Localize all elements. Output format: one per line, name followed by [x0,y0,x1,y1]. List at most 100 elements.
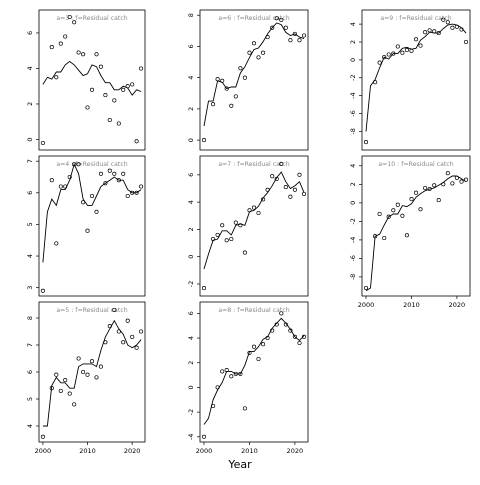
data-point [72,402,77,407]
panel-5: a=7 : f=Residual catch -2 0 2 4 6 [187,155,309,297]
data-point [233,371,238,376]
data-point [251,41,257,46]
data-point [418,207,423,212]
data-point [85,372,90,377]
data-point [98,171,103,176]
panel-2: a=4 : f=Residual catch 3 4 5 6 7 [26,155,146,297]
data-point [201,286,207,291]
panel-title: a=8 : f=Residual catch [218,307,289,314]
data-point [409,197,414,202]
data-point [54,372,59,377]
panel-6: a=6 : f=Residual catch 0 2 4 6 8 [187,9,309,151]
data-point [283,25,288,30]
data-point [112,307,117,312]
panel-title: a=6 : f=Residual catch [218,15,289,22]
y-tick-label: 4 [349,164,357,168]
y-tick-label: 4 [26,66,34,70]
x-tick-label: 2010 [403,301,420,309]
panel-title: a=10 : f=Residual catch [378,161,453,168]
data-point [98,364,103,369]
data-point [454,24,459,29]
x-tick-label: 2020 [124,447,141,455]
y-tick-label: 2 [26,102,34,106]
data-point [270,25,275,30]
y-tick-label: 7 [26,343,34,347]
data-point [418,43,423,48]
data-point [125,84,130,89]
data-point [450,25,455,30]
data-point [400,213,405,218]
y-tick-label: 3 [26,286,34,290]
y-tick-label: 6 [26,370,34,374]
data-point [220,369,225,374]
data-point [400,50,405,55]
fit-line [365,175,467,292]
y-tick-label: 0 [187,255,195,259]
y-tick-label: 6 [187,173,195,177]
data-point [72,20,77,25]
panel-title: a=9 : f=Residual catch [380,15,451,22]
data-point [450,181,455,186]
data-point [274,16,279,21]
data-point [130,334,135,339]
data-point [49,45,54,50]
data-point [89,193,95,199]
y-tick-label: 0 [349,201,357,205]
data-point [116,329,121,334]
data-point [224,86,229,91]
panel-title: a=7 : f=Residual catch [218,161,289,168]
data-point [139,329,144,334]
data-point [94,52,99,57]
data-point [288,328,293,333]
y-tick-label: 8 [187,13,195,17]
y-tick-label: 2 [349,40,357,44]
y-tick-label: -6 [349,110,357,116]
data-point [274,322,279,327]
data-point [395,44,400,49]
y-tick-label: 4 [187,200,195,204]
data-point [301,191,307,196]
data-point [261,342,266,347]
data-point [297,38,302,43]
data-point [134,139,139,144]
data-point [72,162,77,167]
data-point [215,232,220,237]
y-tick-label: 4 [187,336,195,340]
data-point [363,140,369,145]
data-point [301,334,307,339]
panel-frame [199,301,309,443]
data-point [116,121,121,126]
data-point [251,205,257,210]
data-point [224,368,229,373]
panel-8: a=9 : f=Residual catch -8 -6 -4 -2 0 2 4 [349,9,471,151]
y-tick-label: -4 [187,434,195,440]
data-point [427,186,432,192]
data-point [40,140,45,146]
data-point [283,185,288,190]
data-point [247,350,252,355]
panel-title: a=3 : f=Residual catch [56,15,127,22]
panel-frame [38,9,146,151]
data-point [377,211,382,217]
data-point [301,33,307,38]
data-point [215,385,220,390]
data-point [201,138,207,143]
data-point [63,34,68,39]
panel-1: a=5 : f=Residual catch 4 5 6 7 8 2000 2010 2020 [26,301,146,455]
data-point [85,105,90,110]
panel-frame [38,155,146,297]
data-point [382,235,387,241]
data-point [116,178,121,183]
data-point [54,75,59,80]
data-point [121,87,126,92]
data-point [67,14,72,20]
y-tick-label: 2 [349,182,357,186]
data-point [256,210,261,216]
data-point [270,328,275,333]
y-tick-label: -2 [187,409,195,415]
data-point [279,311,284,316]
data-point [279,17,284,22]
data-point [441,17,446,22]
y-tick-label: 8 [26,316,34,320]
data-point [139,184,144,189]
